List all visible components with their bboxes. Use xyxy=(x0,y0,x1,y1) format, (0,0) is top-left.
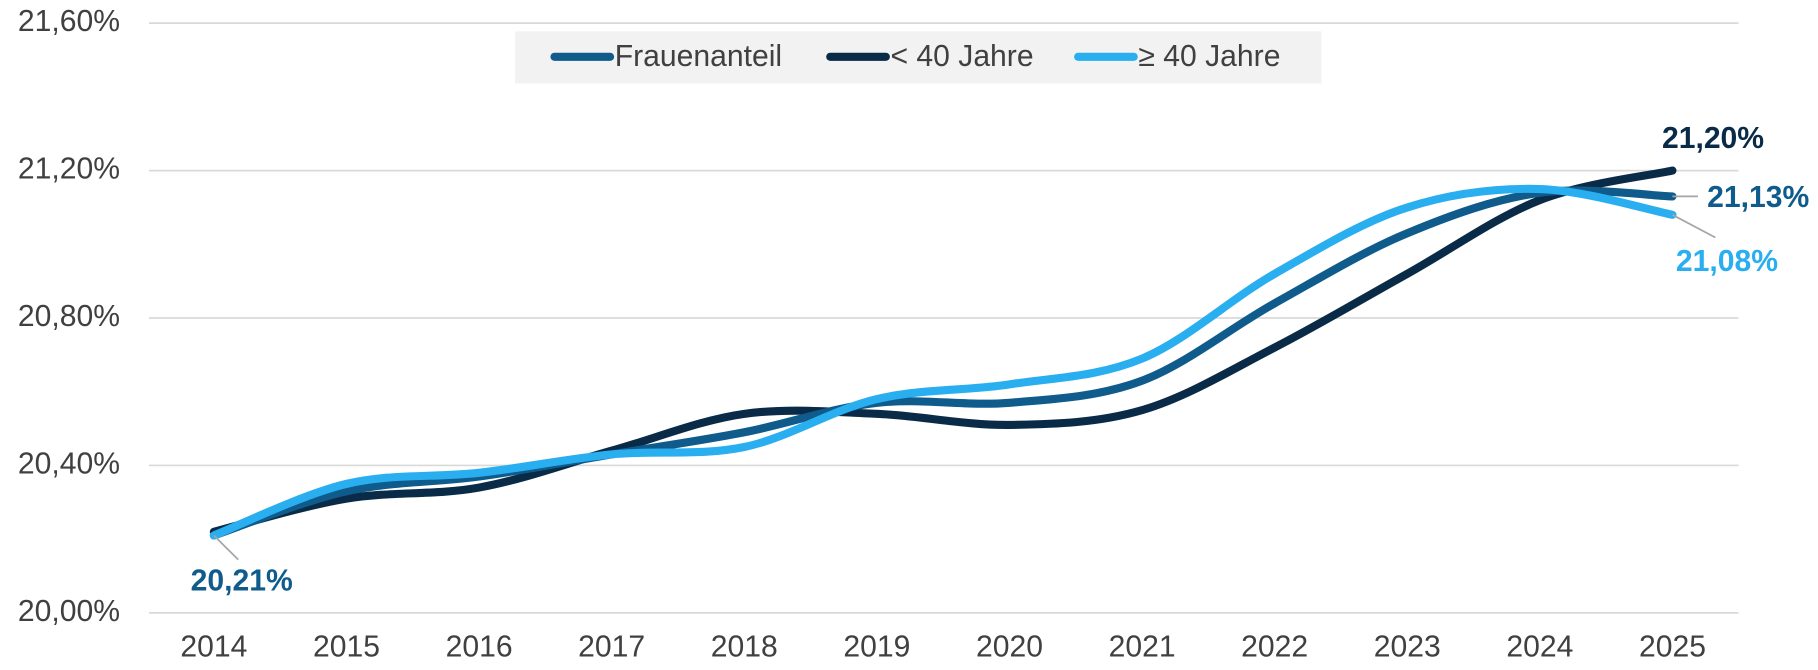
x-tick-label: 2021 xyxy=(1109,631,1176,664)
x-tick-label: 2020 xyxy=(976,631,1043,664)
x-tick-label: 2024 xyxy=(1506,631,1573,664)
y-tick-label: 20,80% xyxy=(18,300,120,333)
y-tick-label: 20,00% xyxy=(18,595,120,628)
line xyxy=(209,166,1677,536)
data-label: 21,13% xyxy=(1707,181,1809,214)
legend-label: ≥ 40 Jahre xyxy=(1138,40,1280,73)
data-label: 20,21% xyxy=(191,565,293,598)
data-label: 21,20% xyxy=(1662,122,1764,155)
line xyxy=(209,186,1677,540)
y-tick-label: 21,20% xyxy=(18,153,120,186)
legend-box xyxy=(515,31,1322,84)
x-tick-label: 2019 xyxy=(843,631,910,664)
x-tick-label: 2023 xyxy=(1374,631,1441,664)
x-tick-label: 2015 xyxy=(313,631,380,664)
x-tick-label: 2017 xyxy=(578,631,645,664)
leader-line xyxy=(1672,214,1716,239)
x-tick-label: 2018 xyxy=(711,631,778,664)
legend-label: < 40 Jahre xyxy=(890,40,1033,73)
y-tick-label: 21,60% xyxy=(18,5,120,38)
data-label: 21,08% xyxy=(1676,245,1778,278)
x-tick-label: 2014 xyxy=(180,631,247,664)
leader-line xyxy=(213,534,239,561)
x-tick-label: 2025 xyxy=(1639,631,1706,664)
x-tick-label: 2016 xyxy=(446,631,513,664)
line xyxy=(209,184,1677,540)
legend-label: Frauenanteil xyxy=(615,40,782,73)
x-tick-label: 2022 xyxy=(1241,631,1308,664)
y-tick-label: 20,40% xyxy=(18,447,120,480)
